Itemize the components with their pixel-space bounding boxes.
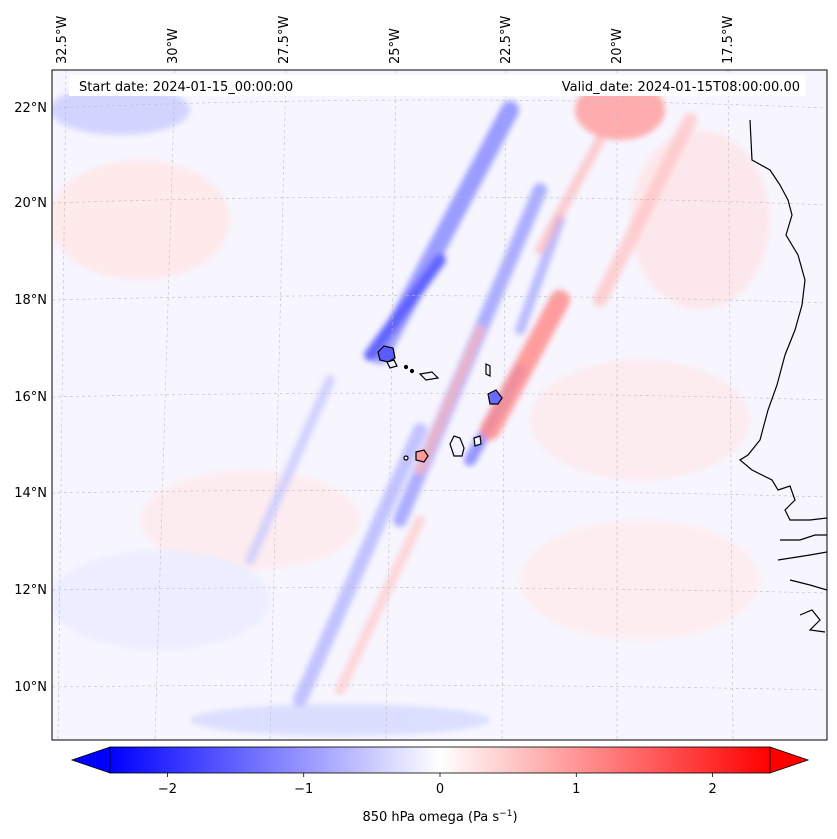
map-panel — [51, 69, 828, 741]
colorbar-ticks: −2 −1 0 1 2 — [158, 773, 717, 797]
lat-label: 12°N — [14, 583, 47, 598]
colorbar-tick-label: 2 — [708, 782, 716, 797]
colorbar-extend-high — [769, 746, 810, 774]
lon-label: 17.5°W — [721, 16, 736, 64]
lon-label: 30°W — [166, 28, 181, 64]
lon-label: 22.5°W — [499, 16, 514, 64]
info-banner: Start date: 2024-01-15_00:00:00 Valid_da… — [69, 75, 805, 96]
colorbar-ramp — [109, 746, 771, 774]
colorbar: −2 −1 0 1 2 850 hPa omega (Pa s−1) — [70, 746, 810, 825]
lon-label: 32.5°W — [55, 16, 70, 64]
lat-label: 22°N — [14, 101, 47, 116]
valid-date-text: Valid_date: 2024-01-15T08:00:00.00 — [562, 80, 800, 95]
colorbar-extend-low — [70, 746, 111, 774]
coastline — [738, 119, 827, 633]
info-banner-background — [69, 75, 805, 96]
lon-label: 20°W — [610, 28, 625, 64]
west-africa-coast — [738, 119, 827, 521]
lon-label: 25°W — [388, 28, 403, 64]
cape-verde-islands — [377, 345, 503, 463]
colorbar-label: 850 hPa omega (Pa s−1) — [362, 809, 517, 825]
colorbar-tick-label: 0 — [436, 782, 444, 797]
lat-label: 16°N — [14, 390, 47, 405]
latitude-labels: 22°N 20°N 18°N 16°N 14°N 12°N 10°N — [14, 101, 47, 695]
lon-label: 27.5°W — [277, 16, 292, 64]
omega-field — [52, 80, 770, 736]
lat-label: 20°N — [14, 196, 47, 211]
graticule — [52, 70, 827, 740]
lat-label: 10°N — [14, 680, 47, 695]
colorbar-tick-label: −1 — [294, 782, 313, 797]
lat-label: 14°N — [14, 486, 47, 501]
lat-label: 18°N — [14, 293, 47, 308]
longitude-labels: 32.5°W 30°W 27.5°W 25°W 22.5°W 20°W 17.5… — [55, 16, 736, 64]
colorbar-tick-label: −2 — [158, 782, 177, 797]
colorbar-tick-label: 1 — [572, 782, 580, 797]
map-frame — [51, 69, 828, 741]
start-date-text: Start date: 2024-01-15_00:00:00 — [79, 80, 293, 95]
